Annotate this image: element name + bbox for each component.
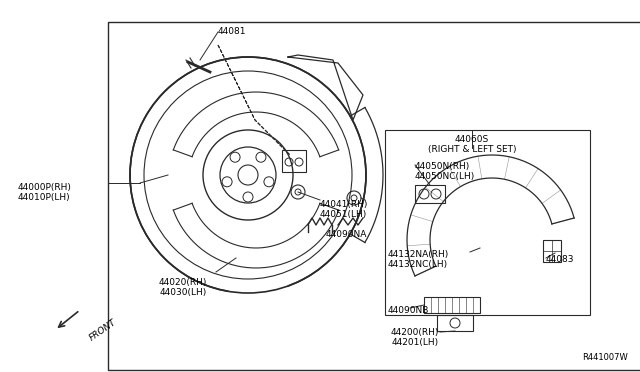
Bar xyxy=(424,297,480,313)
Text: 44200(RH)
44201(LH): 44200(RH) 44201(LH) xyxy=(391,328,439,347)
Bar xyxy=(415,185,445,203)
Text: FRONT: FRONT xyxy=(88,318,118,343)
Bar xyxy=(282,150,306,172)
Text: 44090NB: 44090NB xyxy=(388,306,429,315)
Text: R441007W: R441007W xyxy=(582,353,628,362)
Bar xyxy=(543,240,561,262)
Bar xyxy=(385,130,590,315)
Text: 44132NA(RH)
44132NC(LH): 44132NA(RH) 44132NC(LH) xyxy=(388,250,449,269)
Text: 44041(RH)
44051(LH): 44041(RH) 44051(LH) xyxy=(320,200,369,219)
Text: 44020(RH)
44030(LH): 44020(RH) 44030(LH) xyxy=(159,278,207,297)
Text: 44060S
(RIGHT & LEFT SET): 44060S (RIGHT & LEFT SET) xyxy=(428,135,516,154)
Bar xyxy=(437,315,473,331)
Text: 44050N(RH)
44050NC(LH): 44050N(RH) 44050NC(LH) xyxy=(415,162,476,182)
Text: 44081: 44081 xyxy=(218,27,246,36)
Text: 44083: 44083 xyxy=(546,255,575,264)
Text: 44000P(RH)
44010P(LH): 44000P(RH) 44010P(LH) xyxy=(18,183,72,202)
Text: 44090NA: 44090NA xyxy=(326,230,367,239)
